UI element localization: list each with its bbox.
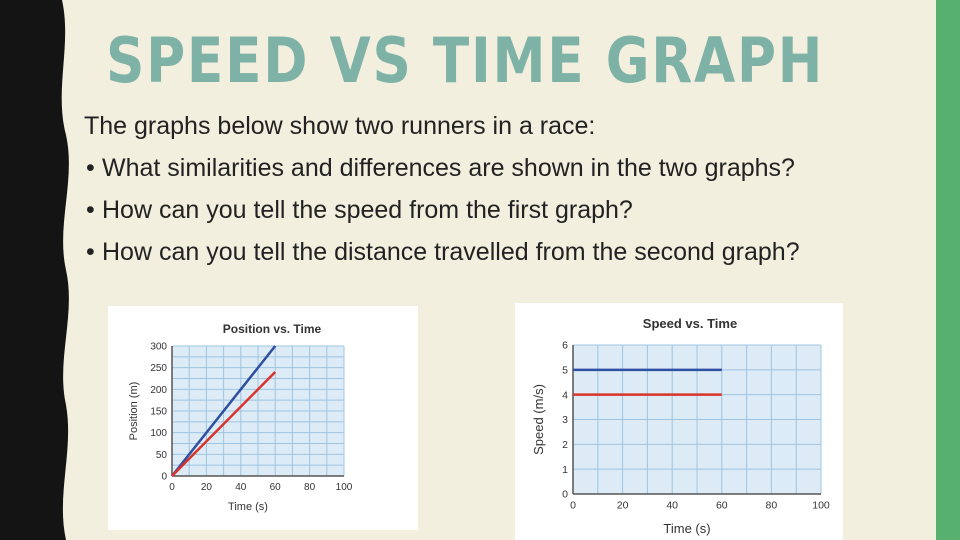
y-tick-label: 200 <box>150 385 167 396</box>
y-tick-label: 0 <box>562 489 568 501</box>
series-line-red <box>171 371 277 477</box>
x-tick-label: 60 <box>716 500 728 512</box>
slide-body: The graphs below show two runners in a r… <box>84 110 929 278</box>
chart-title: Speed vs. Time <box>643 316 737 331</box>
speed-time-chart-panel: 0 20 40 60 80 100 0 1 2 3 4 5 6 Speed vs. Time Time (s… <box>515 303 843 540</box>
x-tick-label: 40 <box>235 482 247 493</box>
x-tick-label: 80 <box>304 482 316 493</box>
x-tick-label: 40 <box>666 500 678 512</box>
question-text: How can you tell the speed from the firs… <box>102 196 633 224</box>
question-item: • How can you tell the speed from the fi… <box>84 194 929 227</box>
y-tick-label: 5 <box>562 365 568 377</box>
x-tick-label: 80 <box>766 500 778 512</box>
wavy-left-border <box>0 0 69 540</box>
question-text: How can you tell the distance travelled … <box>102 238 800 266</box>
x-tick-label: 60 <box>270 482 282 493</box>
y-axis-label: Speed (m/s) <box>531 384 546 455</box>
y-tick-label: 3 <box>562 414 568 426</box>
y-tick-label: 300 <box>150 342 167 353</box>
x-axis-label: Time (s) <box>663 521 710 536</box>
question-text: What similarities and differences are sh… <box>102 154 795 182</box>
y-tick-label: 250 <box>150 363 167 374</box>
x-tick-label: 100 <box>812 500 830 512</box>
x-tick-label: 0 <box>169 482 175 493</box>
x-tick-label: 20 <box>201 482 213 493</box>
y-tick-label: 1 <box>562 464 568 476</box>
position-time-chart: 0 20 40 60 80 100 0 50 100 150 200 250 300 Position v… <box>128 322 353 513</box>
y-tick-label: 4 <box>562 389 568 401</box>
bullet-icon: • <box>86 154 95 182</box>
x-tick-label: 20 <box>617 500 629 512</box>
series-line-blue <box>171 345 277 477</box>
y-tick-label: 6 <box>562 340 568 352</box>
y-axis-label: Position (m) <box>128 382 140 441</box>
question-list: • What similarities and differences are … <box>84 152 929 269</box>
chart-title: Position vs. Time <box>223 322 322 336</box>
speed-time-chart: 0 20 40 60 80 100 0 1 2 3 4 5 6 Speed vs. Time Time (s… <box>531 316 830 536</box>
left-border-shape <box>0 0 69 540</box>
position-time-chart-panel: 0 20 40 60 80 100 0 50 100 150 200 250 300 Position v… <box>108 306 418 530</box>
y-tick-label: 50 <box>156 450 168 461</box>
y-tick-label: 0 <box>161 472 167 483</box>
question-item: • How can you tell the distance travelle… <box>84 236 929 269</box>
right-accent-bar <box>936 0 960 540</box>
bullet-icon: • <box>86 238 95 266</box>
x-tick-label: 0 <box>570 500 576 512</box>
slide-title: SPEED VS TIME GRAPH <box>106 24 825 97</box>
bullet-icon: • <box>86 196 95 224</box>
y-tick-label: 150 <box>150 407 167 418</box>
x-tick-label: 100 <box>336 482 353 493</box>
y-tick-label: 2 <box>562 439 568 451</box>
intro-text: The graphs below show two runners in a r… <box>84 112 596 140</box>
y-tick-label: 100 <box>150 428 167 439</box>
question-item: • What similarities and differences are … <box>84 152 929 185</box>
x-axis-label: Time (s) <box>228 501 268 513</box>
